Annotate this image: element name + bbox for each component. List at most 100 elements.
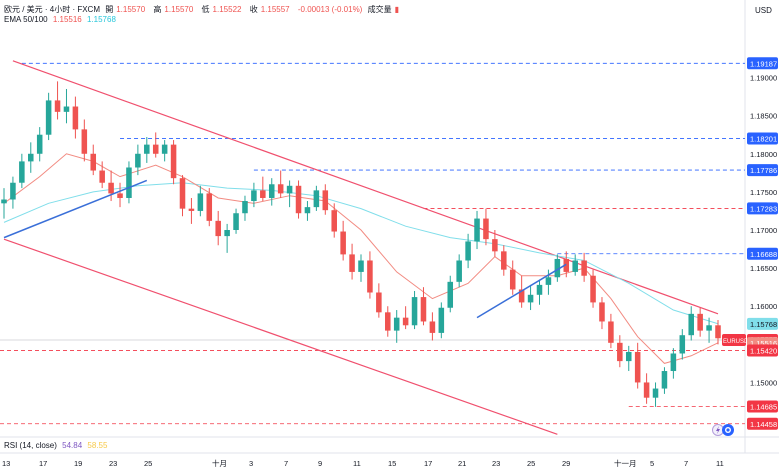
candle-body — [1, 199, 7, 204]
candle-body — [402, 317, 409, 326]
time-tick-label: 17 — [39, 459, 47, 468]
level-tag-blue-bg — [747, 57, 778, 70]
rsi-legend[interactable]: RSI (14, close) 54.84 58.55 — [4, 441, 110, 450]
candle-body — [715, 325, 721, 339]
candle-body — [385, 312, 391, 331]
ema100-tag: 1.15768 — [750, 320, 777, 329]
candle-body — [411, 297, 418, 326]
candle-body — [706, 325, 712, 331]
candle-body — [215, 220, 221, 237]
candle-body — [438, 307, 445, 333]
candle-body — [224, 230, 230, 237]
level-tag-red: 1.14458 — [750, 420, 777, 429]
candle-body — [599, 302, 605, 322]
level-tag-blue: 1.17786 — [750, 166, 777, 175]
time-tick-label: 11 — [716, 459, 724, 468]
candle-body — [188, 208, 195, 211]
volume-icon: ▮ — [394, 5, 399, 14]
price-tick-label: 1.19000 — [750, 74, 777, 83]
candle-body — [295, 185, 302, 214]
price-tick-label: 1.15000 — [750, 378, 777, 387]
time-tick-label: 19 — [74, 459, 82, 468]
candle-body — [233, 213, 239, 230]
channel-line — [12, 60, 719, 315]
price-tick-label: 1.18500 — [750, 112, 777, 121]
symbol-name: 欧元 / 美元 · 4小时 · FXCM — [4, 5, 100, 14]
candle-body — [117, 193, 123, 198]
candle-body — [28, 153, 34, 162]
level-tag-blue-bg — [747, 164, 778, 177]
level-tag-blue-bg — [747, 132, 778, 145]
level-tag-blue: 1.17283 — [750, 204, 777, 213]
low-value-label: 低 1.15522 — [201, 5, 242, 14]
time-tick-label: 23 — [109, 459, 117, 468]
volume-toggle[interactable]: 成交量 ▮ — [367, 5, 399, 14]
candle-body — [652, 388, 659, 398]
ema100-line — [3, 182, 719, 325]
time-tick-label: 23 — [492, 459, 500, 468]
ema100-tag-bg — [747, 317, 778, 330]
price-tick-label: 1.16500 — [750, 264, 777, 273]
candle-body — [509, 269, 516, 290]
candle-body — [697, 313, 703, 331]
candle-body — [206, 193, 213, 221]
level-tag-red-bg — [747, 417, 778, 430]
red-level-tag-bg — [747, 344, 778, 357]
lightning-icon[interactable] — [712, 424, 724, 436]
candle-body — [465, 241, 471, 261]
level-tag-blue: 1.18201 — [750, 134, 777, 143]
candle-body — [19, 161, 25, 183]
candle-body — [126, 167, 132, 198]
ema100-value: 1.15768 — [86, 15, 116, 24]
level-tag-red: 1.14685 — [750, 402, 777, 411]
price-tick-label: 1.16000 — [750, 302, 777, 311]
level-tag-red-bg — [747, 400, 778, 413]
candle-body — [81, 129, 88, 154]
candle-body — [144, 144, 150, 154]
trendline — [476, 263, 567, 319]
candle-body — [492, 239, 498, 252]
candle-body — [483, 218, 489, 240]
candle-body — [108, 182, 114, 194]
candle-body — [36, 134, 43, 154]
time-tick-label: 5 — [650, 459, 654, 468]
ema-legend[interactable]: EMA 50/100 1.15516 1.15768 — [4, 15, 119, 24]
time-tick-label: 13 — [2, 459, 10, 468]
candle-body — [501, 251, 507, 270]
ema50-value: 1.15516 — [52, 15, 82, 24]
price-tick-label: 1.17000 — [750, 226, 777, 235]
candle-body — [304, 207, 311, 214]
symbol-legend: 欧元 / 美元 · 4小时 · FXCM 開 1.15570 高 1.15570 低… — [4, 4, 405, 15]
time-tick-label: 十一月 — [614, 458, 637, 468]
candle-body — [474, 218, 480, 242]
symbol-tag: EURUSD — [723, 339, 749, 345]
candle-body — [322, 190, 329, 211]
candle-body — [563, 258, 570, 272]
candle-body — [277, 184, 284, 194]
candle-body — [242, 201, 248, 214]
currency-label: USD — [755, 6, 772, 15]
rsi-value: 54.84 — [62, 441, 83, 450]
candle-body — [661, 371, 668, 389]
candle-body — [358, 260, 364, 272]
candle-body — [518, 289, 525, 303]
candle-body — [340, 231, 346, 255]
candle-body — [331, 210, 337, 232]
record-icon[interactable] — [722, 424, 734, 436]
candle-body — [634, 351, 641, 383]
candle-body — [170, 144, 177, 179]
time-tick-label: 7 — [684, 459, 688, 468]
time-tick-label: 25 — [144, 459, 152, 468]
open-value: 1.15570 — [116, 5, 146, 14]
candle-body — [179, 178, 186, 209]
candle-body — [72, 106, 79, 130]
time-tick-label: 7 — [284, 459, 288, 468]
time-tick-label: 21 — [458, 459, 466, 468]
time-tick-label: 25 — [527, 459, 535, 468]
candle-body — [429, 321, 436, 333]
candle-body — [590, 275, 596, 303]
rsi-ma-value: 58.55 — [87, 441, 108, 450]
price-tick-label: 1.18000 — [750, 150, 777, 159]
level-tag-blue: 1.16688 — [750, 250, 777, 259]
candle-body — [54, 100, 61, 112]
